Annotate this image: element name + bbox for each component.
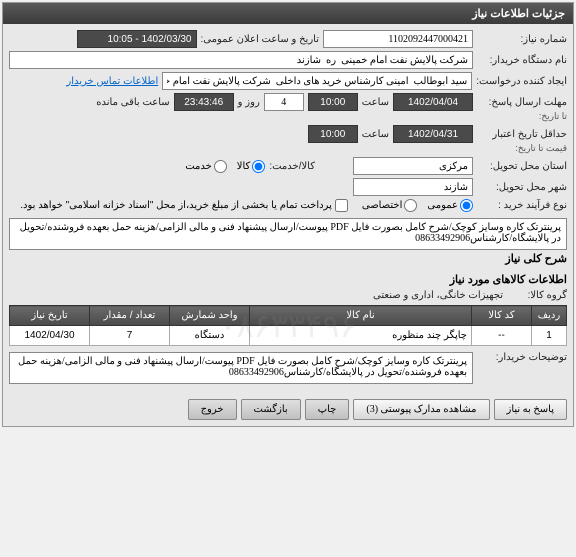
radio-public-input[interactable] xyxy=(460,199,473,212)
print-button[interactable]: چاپ xyxy=(305,399,350,420)
goods-service-group: کالا خدمت xyxy=(185,160,265,173)
row-need-number: شماره نیاز: تاریخ و ساعت اعلان عمومی: 14… xyxy=(9,30,567,48)
radio-public[interactable]: عمومی xyxy=(427,199,473,212)
th-code: کد کالا xyxy=(472,306,532,326)
description-box[interactable]: پرینترتک کاره وسایز کوچک/شرح کامل بصورت … xyxy=(9,218,567,250)
button-bar: پاسخ به نیاز مشاهده مدارک پیوستی (3) چاپ… xyxy=(3,393,573,426)
validity-prefix: قیمت تا تاریخ: xyxy=(477,143,567,154)
table-wrapper: ۰۸۶۳۳۴۹۶ ردیف کد کالا نام کالا واحد شمار… xyxy=(9,305,567,346)
buyer-org-input[interactable] xyxy=(9,51,473,69)
validity-date: 1402/04/31 xyxy=(393,125,473,143)
row-deadline: مهلت ارسال پاسخ: 1402/04/04 ساعت 10:00 ر… xyxy=(9,93,567,111)
payment-note: پرداخت تمام یا بخشی از مبلغ خرید،از محل … xyxy=(20,200,332,211)
respond-button[interactable]: پاسخ به نیاز xyxy=(494,399,568,420)
th-unit: واحد شمارش xyxy=(170,306,250,326)
row-deadline-prefix: تا تاریخ: xyxy=(9,111,567,122)
back-button[interactable]: بازگشت xyxy=(241,399,301,420)
th-date: تاریخ نیاز xyxy=(10,306,90,326)
radio-goods-label: کالا xyxy=(237,161,251,172)
row-group: گروه کالا: تجهیزات خانگی، اداری و صنعتی xyxy=(9,290,567,301)
validity-time: 10:00 xyxy=(308,125,358,143)
requester-label: ایجاد کننده درخواست: xyxy=(476,76,567,87)
group-value: تجهیزات خانگی، اداری و صنعتی xyxy=(373,290,503,301)
row-delivery-place: استان محل تحویل: کالا/خدمت: کالا خدمت xyxy=(9,157,567,175)
radio-private-input[interactable] xyxy=(404,199,417,212)
radio-goods-input[interactable] xyxy=(252,160,265,173)
counter-days xyxy=(264,93,304,111)
radio-services[interactable]: خدمت xyxy=(185,160,227,173)
time-label-1: ساعت xyxy=(362,97,389,108)
deadline-prefix: تا تاریخ: xyxy=(477,111,567,122)
radio-goods[interactable]: کالا xyxy=(237,160,266,173)
counter-time: 23:43:46 xyxy=(174,93,234,111)
table-header-row: ردیف کد کالا نام کالا واحد شمارش تعداد /… xyxy=(10,306,567,326)
delivery-place-input[interactable] xyxy=(353,157,473,175)
radio-private-label: اختصاصی xyxy=(362,200,403,211)
items-section-title: اطلاعات کالاهای مورد نیاز xyxy=(9,273,567,286)
items-table: ردیف کد کالا نام کالا واحد شمارش تعداد /… xyxy=(9,305,567,346)
deadline-date: 1402/04/04 xyxy=(393,93,473,111)
deadline-label: مهلت ارسال پاسخ: xyxy=(477,97,567,108)
cell-code: -- xyxy=(472,326,532,346)
delivery-city-input[interactable] xyxy=(353,178,473,196)
exit-button[interactable]: خروج xyxy=(188,399,237,420)
attachments-button[interactable]: مشاهده مدارک پیوستی (3) xyxy=(353,399,489,420)
buy-type-label: نوع فرآیند خرید : xyxy=(477,200,567,211)
row-requester: ایجاد کننده درخواست: اطلاعات تماس خریدار xyxy=(9,72,567,90)
radio-public-label: عمومی xyxy=(427,200,458,211)
delivery-place-label: استان محل تحویل: xyxy=(477,161,567,172)
announce-label: تاریخ و ساعت اعلان عمومی: xyxy=(201,34,320,45)
cell-name: چاپگر چند منظوره xyxy=(250,326,472,346)
th-qty: تعداد / مقدار xyxy=(90,306,170,326)
buyer-org-label: نام دستگاه خریدار: xyxy=(477,55,567,66)
radio-services-input[interactable] xyxy=(214,160,227,173)
section-title: شرح کلی نیاز xyxy=(9,252,567,265)
main-panel: جزئیات اطلاعات نیاز شماره نیاز: تاریخ و … xyxy=(2,2,574,427)
table-row[interactable]: 1 -- چاپگر چند منظوره دستگاه 7 1402/04/3… xyxy=(10,326,567,346)
buyer-notes-box[interactable]: پرینترتک کاره وسایز کوچک/شرح کامل بصورت … xyxy=(9,352,473,384)
payment-checkbox[interactable]: پرداخت تمام یا بخشی از مبلغ خرید،از محل … xyxy=(20,199,348,212)
remain-label: ساعت باقی مانده xyxy=(96,97,169,108)
need-number-label: شماره نیاز: xyxy=(477,34,567,45)
deadline-time: 10:00 xyxy=(308,93,358,111)
cell-date: 1402/04/30 xyxy=(10,326,90,346)
row-validity-prefix: قیمت تا تاریخ: xyxy=(9,143,567,154)
panel-body: شماره نیاز: تاریخ و ساعت اعلان عمومی: 14… xyxy=(3,24,573,393)
row-buy-type: نوع فرآیند خرید : عمومی اختصاصی پرداخت ت… xyxy=(9,199,567,212)
day-label: روز و xyxy=(238,97,260,108)
group-label: گروه کالا: xyxy=(507,290,567,301)
radio-services-label: خدمت xyxy=(185,161,212,172)
th-name: نام کالا xyxy=(250,306,472,326)
th-row: ردیف xyxy=(532,306,567,326)
time-label-2: ساعت xyxy=(362,129,389,140)
row-delivery-city: شهر محل تحویل: xyxy=(9,178,567,196)
description-section: پرینترتک کاره وسایز کوچک/شرح کامل بصورت … xyxy=(9,218,567,250)
payment-checkbox-input[interactable] xyxy=(335,199,348,212)
panel-title: جزئیات اطلاعات نیاز xyxy=(3,3,573,24)
cell-row: 1 xyxy=(532,326,567,346)
na-label: کالا/خدمت: xyxy=(269,161,315,172)
row-buyer-org: نام دستگاه خریدار: xyxy=(9,51,567,69)
row-validity: حداقل تاریخ اعتبار 1402/04/31 ساعت 10:00 xyxy=(9,125,567,143)
need-number-input[interactable] xyxy=(323,30,473,48)
cell-qty: 7 xyxy=(90,326,170,346)
delivery-city-label: شهر محل تحویل: xyxy=(477,182,567,193)
validity-label: حداقل تاریخ اعتبار xyxy=(477,129,567,140)
radio-private[interactable]: اختصاصی xyxy=(362,199,418,212)
requester-input[interactable] xyxy=(162,72,472,90)
announce-value: 1402/03/30 - 10:05 xyxy=(77,30,197,48)
cell-unit: دستگاه xyxy=(170,326,250,346)
buyer-notes-label: توضیحات خریدار: xyxy=(477,352,567,363)
buy-type-group: عمومی اختصاصی xyxy=(362,199,473,212)
contact-link[interactable]: اطلاعات تماس خریدار xyxy=(66,76,158,87)
row-buyer-notes: توضیحات خریدار: پرینترتک کاره وسایز کوچک… xyxy=(9,352,567,384)
